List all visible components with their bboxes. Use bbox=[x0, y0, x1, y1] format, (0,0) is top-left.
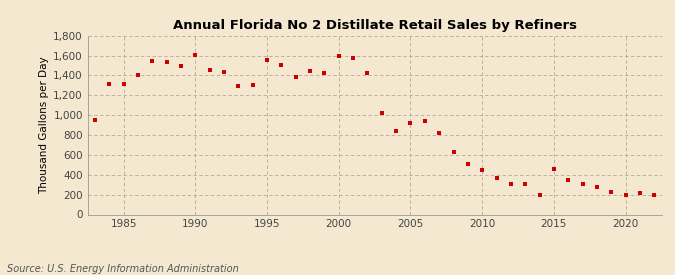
Point bbox=[276, 62, 287, 67]
Point bbox=[448, 150, 459, 154]
Point bbox=[262, 58, 273, 62]
Point bbox=[520, 182, 531, 186]
Point bbox=[333, 53, 344, 58]
Text: Source: U.S. Energy Information Administration: Source: U.S. Energy Information Administ… bbox=[7, 264, 238, 274]
Point bbox=[205, 67, 215, 72]
Point bbox=[377, 111, 387, 116]
Point bbox=[434, 131, 445, 135]
Point bbox=[190, 53, 200, 57]
Point bbox=[290, 75, 301, 79]
Point bbox=[104, 82, 115, 87]
Y-axis label: Thousand Gallons per Day: Thousand Gallons per Day bbox=[39, 56, 49, 194]
Point bbox=[591, 185, 602, 189]
Point bbox=[348, 55, 358, 60]
Point bbox=[247, 83, 258, 88]
Point bbox=[419, 119, 430, 123]
Point bbox=[304, 68, 315, 73]
Point bbox=[577, 182, 588, 186]
Point bbox=[147, 58, 158, 63]
Point bbox=[233, 84, 244, 89]
Point bbox=[634, 191, 645, 195]
Point bbox=[391, 129, 402, 133]
Point bbox=[176, 63, 186, 68]
Point bbox=[219, 69, 230, 74]
Point bbox=[506, 182, 516, 186]
Point bbox=[462, 162, 473, 166]
Point bbox=[534, 192, 545, 197]
Point bbox=[649, 192, 659, 197]
Point bbox=[620, 192, 631, 197]
Point bbox=[563, 178, 574, 182]
Point bbox=[362, 71, 373, 76]
Point bbox=[132, 73, 143, 78]
Title: Annual Florida No 2 Distillate Retail Sales by Refiners: Annual Florida No 2 Distillate Retail Sa… bbox=[173, 19, 576, 32]
Point bbox=[477, 167, 487, 172]
Point bbox=[90, 118, 101, 122]
Point bbox=[491, 175, 502, 180]
Point bbox=[118, 82, 129, 87]
Point bbox=[606, 189, 617, 194]
Point bbox=[549, 167, 560, 171]
Point bbox=[161, 59, 172, 64]
Point bbox=[405, 121, 416, 125]
Point bbox=[319, 71, 330, 76]
